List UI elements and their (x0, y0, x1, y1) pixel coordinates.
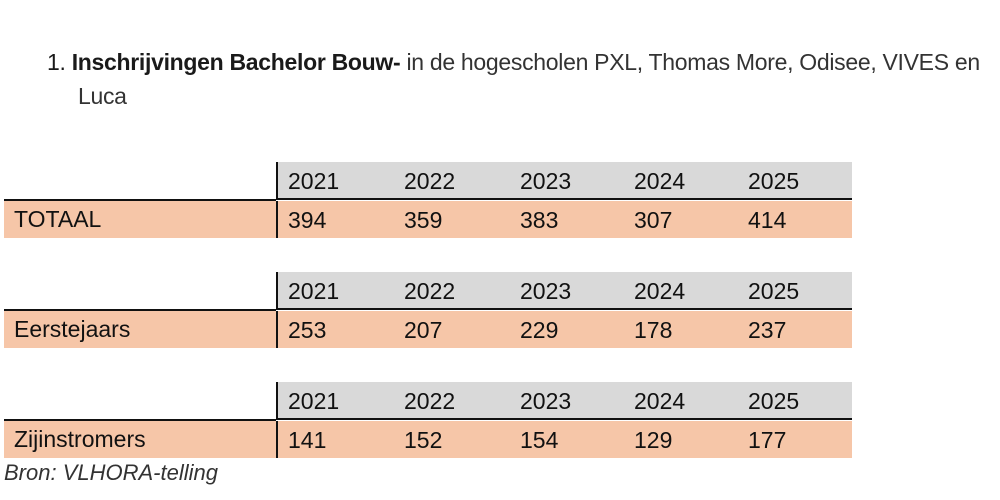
year-cell: 2023 (520, 388, 572, 414)
value-cell: 307 (634, 207, 673, 233)
divider (4, 419, 276, 421)
year-cell: 2021 (288, 278, 340, 304)
table-row: Zijinstromers 141 152 154 129 177 (4, 421, 852, 458)
heading-number: 1. (47, 49, 66, 75)
value-cell: 154 (520, 427, 559, 453)
year-cell: 2021 (288, 388, 340, 414)
table-row: Eerstejaars 253 207 229 178 237 (4, 311, 852, 348)
value-cell: 359 (404, 207, 443, 233)
table-row: TOTAAL 394 359 383 307 414 (4, 201, 852, 238)
year-cell: 2021 (288, 168, 340, 194)
heading-rest: in de hogescholen PXL, Thomas More, Odis… (400, 49, 980, 75)
year-cell: 2025 (748, 388, 800, 414)
value-cell: 177 (748, 427, 787, 453)
year-cell: 2025 (748, 168, 800, 194)
divider (276, 421, 278, 458)
table-eerstejaars: 2021 2022 2023 2024 2025 Eerstejaars 253… (4, 272, 852, 348)
value-cell: 141 (288, 427, 327, 453)
year-cell: 2025 (748, 278, 800, 304)
value-cell: 253 (288, 317, 327, 343)
divider (276, 311, 278, 348)
value-cell: 383 (520, 207, 559, 233)
source-note: Bron: VLHORA-telling (4, 460, 218, 485)
row-label: Zijinstromers (14, 426, 146, 452)
year-header-row: 2021 2022 2023 2024 2025 (276, 272, 852, 310)
divider (276, 201, 278, 238)
table-zijinstromers: 2021 2022 2023 2024 2025 Zijinstromers 1… (4, 382, 852, 458)
heading-bold: Inschrijvingen Bachelor Bouw- (71, 49, 401, 75)
value-cell: 178 (634, 317, 673, 343)
value-cell: 207 (404, 317, 443, 343)
year-cell: 2022 (404, 168, 456, 194)
row-label: Eerstejaars (14, 316, 131, 342)
year-cell: 2024 (634, 278, 686, 304)
year-header-row: 2021 2022 2023 2024 2025 (276, 382, 852, 420)
year-header-row: 2021 2022 2023 2024 2025 (276, 162, 852, 200)
row-label: TOTAAL (14, 206, 102, 232)
value-cell: 237 (748, 317, 787, 343)
table-totaal: 2021 2022 2023 2024 2025 TOTAAL 394 359 … (4, 162, 852, 238)
year-cell: 2023 (520, 278, 572, 304)
value-cell: 394 (288, 207, 327, 233)
divider (4, 199, 276, 201)
value-cell: 414 (748, 207, 787, 233)
value-cell: 152 (404, 427, 443, 453)
value-cell: 129 (634, 427, 673, 453)
year-cell: 2024 (634, 168, 686, 194)
year-cell: 2024 (634, 388, 686, 414)
section-heading: 1. Inschrijvingen Bachelor Bouw- in de h… (47, 45, 980, 113)
year-cell: 2022 (404, 278, 456, 304)
heading-line2: Luca (78, 83, 127, 109)
value-cell: 229 (520, 317, 559, 343)
year-cell: 2022 (404, 388, 456, 414)
divider (4, 309, 276, 311)
year-cell: 2023 (520, 168, 572, 194)
